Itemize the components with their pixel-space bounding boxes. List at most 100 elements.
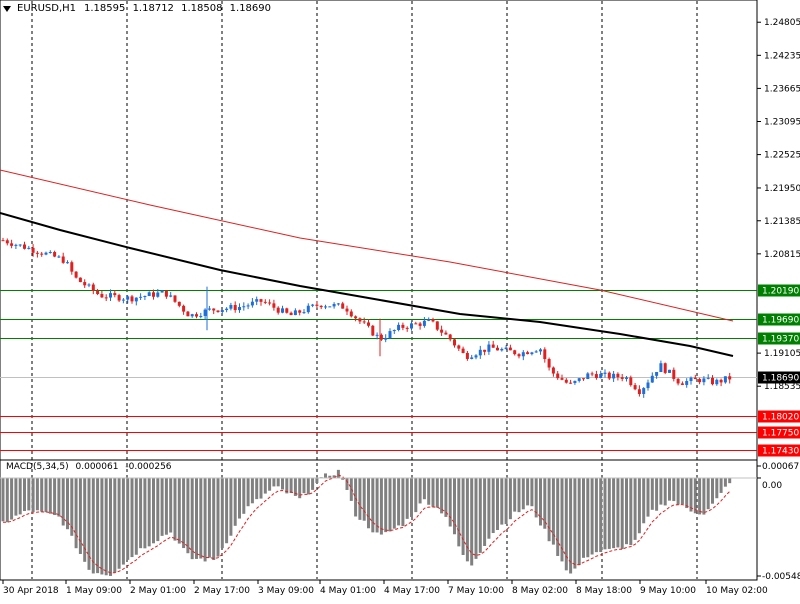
macd-bar	[650, 477, 654, 510]
macd-bar	[465, 477, 469, 562]
macd-bar	[672, 477, 676, 502]
macd-bar	[259, 477, 263, 499]
time-tick-label: 8 May 18:00	[576, 586, 632, 596]
candle-body	[367, 322, 370, 326]
macd-bar	[629, 477, 633, 546]
macd-bar	[1, 477, 5, 522]
macd-bar	[698, 477, 702, 515]
macd-bar	[392, 477, 396, 529]
macd-bar	[134, 477, 138, 555]
candle-body	[487, 344, 491, 352]
time-axis: 30 Apr 2018 1 May 09:00 2 May 01:00 2 May 1…	[2, 580, 768, 596]
macd-bar	[500, 477, 504, 525]
candle-body	[242, 306, 246, 308]
macd-bar	[40, 477, 44, 512]
macd-bar	[530, 477, 534, 507]
candle-body	[693, 377, 697, 380]
high-value: 1.18712	[132, 3, 174, 14]
macd-bar	[5, 477, 9, 523]
candle-body	[702, 378, 706, 383]
candle-body	[354, 316, 358, 319]
macd-bar	[560, 477, 564, 562]
candle-body	[676, 378, 680, 384]
candle-body	[74, 271, 78, 278]
macd-bar	[461, 477, 465, 555]
macd-bar	[139, 477, 143, 549]
candle-body	[332, 304, 336, 307]
macd-bar	[504, 477, 508, 525]
candle-body	[504, 347, 508, 349]
macd-bar	[285, 477, 289, 494]
candle-body	[478, 349, 482, 356]
macd-bar	[379, 477, 383, 535]
macd-bar	[453, 477, 456, 535]
candle-body	[44, 252, 48, 255]
candle-body	[207, 308, 211, 310]
macd-bar	[57, 477, 61, 517]
time-tick-label: 30 Apr 2018	[3, 586, 59, 596]
macd-bar	[238, 477, 241, 519]
candle-body	[10, 243, 14, 246]
level-tag-label: 1.19370	[762, 335, 799, 345]
candle-body	[130, 296, 134, 302]
price-tick-label: 1.23665	[764, 84, 800, 94]
candle-body	[457, 345, 461, 349]
macd-bar	[573, 477, 577, 569]
candle-body	[508, 347, 512, 351]
macd-bar	[53, 477, 57, 516]
macd-bar	[83, 477, 87, 562]
price-tick-label: 1.21950	[764, 184, 800, 194]
macd-bar	[702, 477, 706, 515]
macd-tick-label: 0.00067	[762, 462, 799, 472]
time-tick-label: 2 May 01:00	[130, 586, 186, 596]
candle-body	[341, 303, 345, 309]
candle-body	[483, 349, 487, 352]
symbol-header[interactable]: EURUSD,H1 1.18595 1.18712 1.18508 1.1869…	[3, 3, 271, 14]
candle-body	[603, 372, 607, 374]
candlesticks	[1, 237, 732, 398]
candle-body	[212, 308, 216, 311]
macd-bar	[547, 477, 551, 542]
price-tick-label: 1.24805	[764, 18, 800, 28]
level-tag	[758, 426, 800, 439]
macd-bar	[715, 477, 719, 499]
macd-bar	[397, 477, 401, 526]
macd-bar	[354, 477, 358, 517]
macd-bar	[689, 477, 693, 512]
level-tag	[758, 284, 800, 297]
macd-bar	[556, 477, 560, 556]
macd-bar	[35, 477, 39, 511]
macd-bar	[143, 477, 147, 549]
macd-bar	[126, 477, 130, 560]
macd-bar	[268, 477, 272, 491]
macd-bar	[61, 477, 65, 526]
level-tag-label: 1.17750	[762, 429, 799, 439]
candle-body	[156, 292, 160, 297]
macd-bar	[569, 477, 573, 574]
candle-body	[629, 377, 633, 386]
macd-bar	[66, 477, 69, 530]
macd-bar	[551, 477, 555, 545]
candle-body	[1, 240, 5, 242]
candle-body	[229, 305, 233, 309]
candle-body	[104, 297, 108, 299]
candle-body	[96, 290, 100, 295]
chevron-down-icon[interactable]	[3, 5, 11, 12]
macd-bar	[711, 477, 714, 504]
candle-body	[397, 324, 401, 330]
candle-body	[551, 367, 555, 374]
moving-averages	[0, 169, 734, 357]
macd-bar	[91, 477, 95, 574]
macd-bar	[599, 477, 603, 553]
level-lines: 1.20190 1.19690 1.19370 1.18690 1.18020 1.177…	[0, 284, 800, 457]
time-tick-label: 2 May 17:00	[194, 586, 250, 596]
macd-bar	[603, 477, 607, 550]
candle-body	[388, 331, 392, 338]
candle-body	[371, 325, 375, 336]
macd-bar	[448, 477, 452, 527]
macd-bar	[655, 477, 659, 511]
candle-body	[66, 262, 69, 264]
macd-bar	[246, 477, 250, 507]
